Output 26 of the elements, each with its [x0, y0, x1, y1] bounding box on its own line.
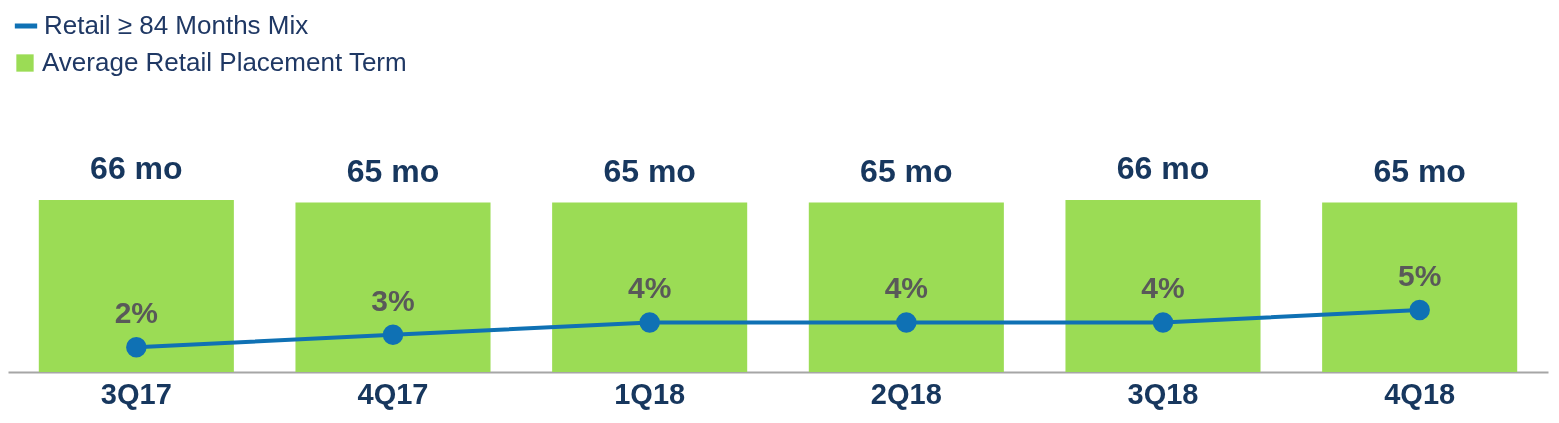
- data-label: 65 mo: [603, 152, 696, 189]
- x-tick-label: 4Q17: [357, 377, 429, 410]
- point: [896, 312, 917, 333]
- data-label: 65 mo: [1373, 152, 1466, 189]
- point: [382, 324, 404, 346]
- x-tick-label: 4Q18: [1384, 377, 1456, 410]
- point: [1152, 312, 1174, 333]
- data-label: 4%: [627, 271, 672, 305]
- data-label: 4%: [1141, 271, 1185, 305]
- x-tick-label: 3Q18: [1127, 377, 1199, 410]
- data-label: 66 mo: [1116, 150, 1210, 186]
- data-label: 4%: [884, 271, 929, 305]
- x-tick-label: 3Q17: [100, 377, 172, 410]
- x-tick-label: 2Q18: [870, 377, 942, 410]
- legend-label: Retail ≥ 84 Months Mix: [44, 10, 309, 40]
- data-label: 3%: [371, 283, 415, 317]
- data-label: 5%: [1397, 259, 1442, 292]
- data-label: 65 mo: [346, 152, 440, 189]
- data-label: 66 mo: [90, 150, 183, 186]
- point: [1409, 299, 1430, 321]
- data-label: 65 mo: [860, 152, 953, 189]
- legend-label: Average Retail Placement Term: [42, 47, 407, 77]
- point: [639, 312, 660, 333]
- data-label: 2%: [114, 296, 159, 330]
- x-tick-label: 1Q18: [614, 377, 686, 410]
- point: [126, 336, 147, 358]
